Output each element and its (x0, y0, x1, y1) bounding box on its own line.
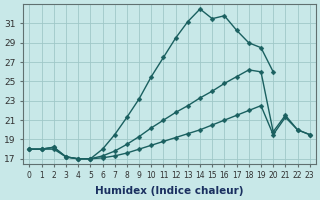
X-axis label: Humidex (Indice chaleur): Humidex (Indice chaleur) (95, 186, 244, 196)
